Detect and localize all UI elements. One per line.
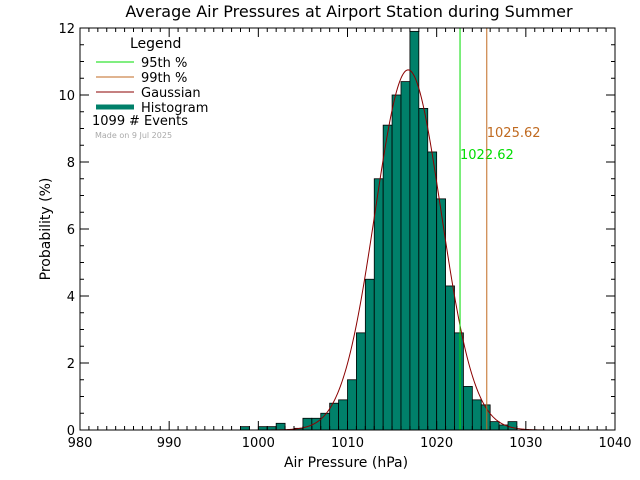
y-tick-label: 6 xyxy=(67,223,75,238)
events-count: 1099 xyxy=(92,114,125,129)
y-tick-label: 12 xyxy=(58,22,75,37)
x-tick-label: 990 xyxy=(157,436,182,451)
histogram-bar xyxy=(489,421,500,431)
histogram-bar xyxy=(320,412,331,431)
legend-title: Legend xyxy=(130,36,181,52)
histogram-bar xyxy=(418,108,429,431)
histogram-bar xyxy=(356,332,366,431)
x-tick-label: 1020 xyxy=(420,436,453,451)
legend-label: Gaussian xyxy=(141,86,201,101)
histogram-bar xyxy=(364,278,375,431)
percentile-label-p99: 1025.62 xyxy=(487,126,541,141)
y-tick-label: 2 xyxy=(67,357,75,372)
x-tick-label: 1040 xyxy=(598,436,631,451)
histogram-bar xyxy=(445,285,455,431)
y-axis: 0 2 4 6 8 10 12 xyxy=(58,22,615,439)
chart-title: Average Air Pressures at Airport Station… xyxy=(125,2,573,21)
y-tick-label: 4 xyxy=(67,290,75,305)
histogram-bar xyxy=(471,399,482,431)
histogram-bar xyxy=(240,426,250,431)
y-tick-label: 10 xyxy=(58,89,75,104)
x-tick-label: 980 xyxy=(68,436,93,451)
y-tick-label: 0 xyxy=(67,424,75,439)
histogram-bar xyxy=(400,81,411,431)
made-on-note: Made on 9 Jul 2025 xyxy=(95,131,172,140)
x-axis: 980 990 1000 1010 1020 1030 1040 xyxy=(68,28,632,451)
histogram-bar xyxy=(454,332,464,431)
histogram-bar xyxy=(338,399,348,431)
gaussian-curve xyxy=(258,69,562,431)
legend-label: 99th % xyxy=(141,71,187,86)
histogram-bar xyxy=(427,151,438,431)
histogram-bar xyxy=(507,421,518,431)
histogram-bar xyxy=(391,94,402,431)
histogram-bar xyxy=(480,404,491,431)
histogram-bar xyxy=(302,417,313,431)
histogram-bar xyxy=(275,422,286,431)
x-tick-label: 1010 xyxy=(331,436,364,451)
y-tick-label: 8 xyxy=(67,156,75,171)
x-tick-label: 1030 xyxy=(509,436,542,451)
y-axis-label: Probability (%) xyxy=(38,178,54,281)
legend-label: 95th % xyxy=(141,56,187,71)
events-label: # Events xyxy=(129,114,188,129)
histogram-bar xyxy=(373,178,384,431)
histogram-bar xyxy=(409,30,420,431)
histogram-bar xyxy=(463,386,473,431)
x-tick-label: 1000 xyxy=(242,436,275,451)
x-axis-label: Air Pressure (hPa) xyxy=(284,455,408,471)
histogram-bar xyxy=(382,124,393,431)
histogram-bar xyxy=(347,379,357,431)
legend-label: Histogram xyxy=(141,101,208,116)
